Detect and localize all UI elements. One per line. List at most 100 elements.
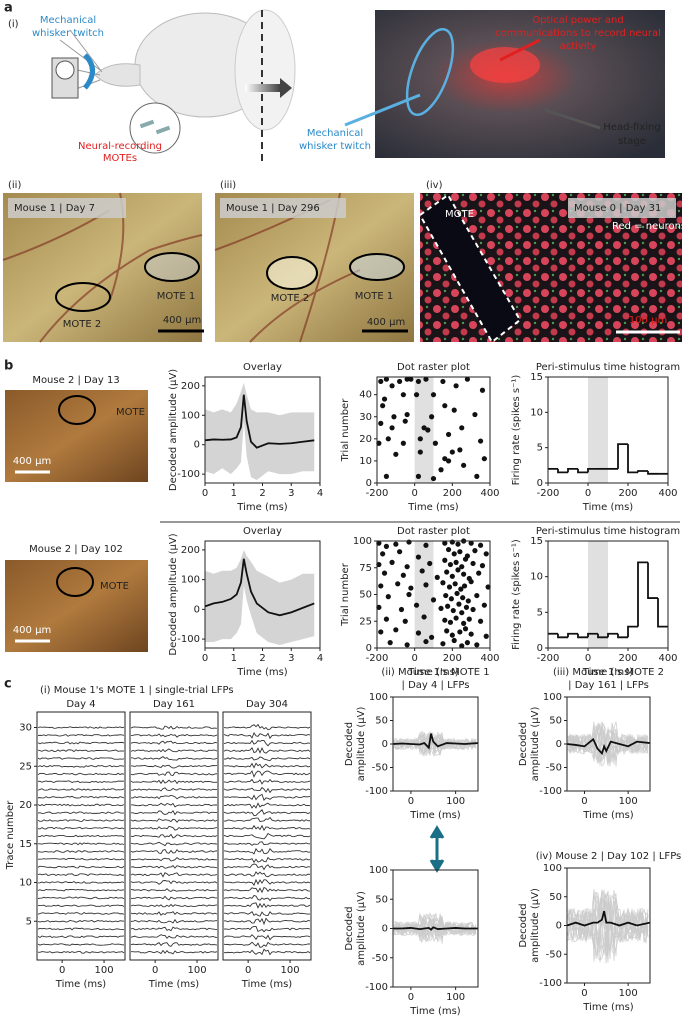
x-tick-label: 400	[480, 488, 499, 499]
y-axis-label: Decoded	[518, 903, 529, 947]
x-tick-label: 200	[618, 653, 637, 664]
x-tick-label: -200	[366, 653, 389, 664]
trace-illustration	[223, 925, 311, 933]
mote-label: MOTE 2	[271, 293, 309, 304]
spike-dot	[458, 586, 464, 592]
spike-dot	[453, 559, 459, 566]
histogram-step	[617, 633, 628, 639]
spike-dot	[442, 540, 448, 546]
y-axis-label: Decoded	[518, 722, 529, 766]
caption: Mouse 1 | Day 7	[14, 203, 95, 214]
spike-dot	[457, 447, 463, 453]
histogram-step	[627, 625, 638, 638]
trace-illustration	[37, 757, 125, 760]
trace-illustration	[130, 934, 218, 939]
trace-illustration	[130, 857, 218, 862]
mean-line	[393, 926, 478, 931]
x-tick-label: -200	[537, 488, 560, 499]
spike-dot	[459, 425, 465, 431]
x-tick-label: 100	[446, 796, 465, 807]
spike-dot	[408, 585, 414, 591]
spike-dot	[438, 605, 444, 612]
spike-dot	[395, 581, 401, 587]
trace-illustration	[37, 788, 125, 791]
chart-title: Overlay	[243, 526, 282, 537]
day-title: Day 4	[66, 699, 95, 710]
mote-outline	[55, 282, 111, 312]
spike-dot	[463, 604, 470, 610]
spike-dot	[461, 462, 467, 468]
y-tick-label: 0	[366, 643, 372, 654]
trace-illustration	[130, 888, 218, 893]
trace-illustration	[223, 732, 311, 740]
x-axis-label: Time (ms)	[409, 1006, 461, 1017]
histogram-step	[607, 632, 618, 638]
spike-dot	[389, 425, 395, 431]
spike-dot	[400, 572, 406, 578]
y-axis-label: Decoded	[344, 722, 355, 766]
spike-dot	[451, 407, 457, 413]
x-tick-label: 200	[618, 488, 637, 499]
chart-title: Peri-stimulus time histogram	[536, 362, 680, 373]
x-tick-label: 0	[152, 965, 158, 976]
y-tick-label: 25	[19, 761, 32, 772]
x-tick-label: 0	[585, 653, 591, 664]
spike-dot	[462, 626, 469, 632]
trace-illustration	[130, 880, 218, 885]
caption: Mouse 0 | Day 31	[574, 203, 661, 214]
mote-outline	[58, 395, 96, 425]
x-tick-label: 4	[317, 488, 323, 499]
trace-illustration	[130, 949, 218, 955]
annotation: stage	[618, 136, 646, 147]
spike-dot	[381, 396, 388, 402]
y-tick-label: 50	[359, 590, 372, 601]
x-tick-label: 400	[658, 488, 677, 499]
spike-dot	[483, 633, 489, 639]
histogram-step	[587, 632, 598, 638]
spike-dot	[481, 602, 487, 608]
scale-label: 400 µm	[163, 315, 201, 326]
spike-dot	[449, 632, 455, 638]
scale-label: 100 µm	[629, 315, 667, 326]
spike-dot	[415, 554, 422, 560]
caption-box	[220, 198, 346, 218]
spike-dot	[406, 539, 412, 545]
caption: Mouse 1 | Day 296	[226, 203, 320, 214]
trace-illustration	[130, 756, 218, 761]
motor	[55, 60, 75, 80]
spike-dot	[461, 620, 467, 626]
spike-dot	[427, 560, 433, 567]
trace-illustration	[37, 850, 125, 853]
spike-dot	[430, 475, 437, 482]
light	[470, 47, 540, 83]
panel-label: a	[4, 1, 13, 16]
spike-dot	[423, 638, 429, 645]
trace-illustration	[37, 818, 125, 822]
spike-dot	[445, 431, 452, 438]
panel-label: b	[4, 359, 13, 374]
spike-dot	[398, 606, 405, 613]
spike-dot	[380, 551, 386, 557]
trace-illustration	[223, 786, 311, 794]
micrograph	[5, 560, 148, 652]
spike-dot	[402, 618, 408, 624]
y-tick-label: -50	[546, 949, 562, 960]
spike-dot	[479, 563, 486, 569]
trace-illustration	[223, 878, 311, 887]
trace-illustration	[223, 746, 311, 754]
x-tick-label: 2	[259, 653, 265, 664]
trace-illustration	[37, 733, 125, 737]
spike-dot	[378, 378, 384, 385]
spike-dot	[385, 436, 391, 442]
day-title: Day 161	[153, 699, 195, 710]
y-tick-label: 10	[530, 407, 543, 418]
spike-dot	[444, 569, 450, 575]
spike-dot	[474, 592, 480, 599]
spike-dot	[459, 643, 465, 649]
trace-illustration	[130, 864, 218, 869]
spike-dot	[415, 630, 422, 636]
trace-illustration	[37, 780, 125, 784]
x-axis-label: Time (ms)	[407, 667, 459, 678]
y-tick-label: 0	[366, 478, 372, 489]
y-tick-label: 0	[537, 478, 543, 489]
